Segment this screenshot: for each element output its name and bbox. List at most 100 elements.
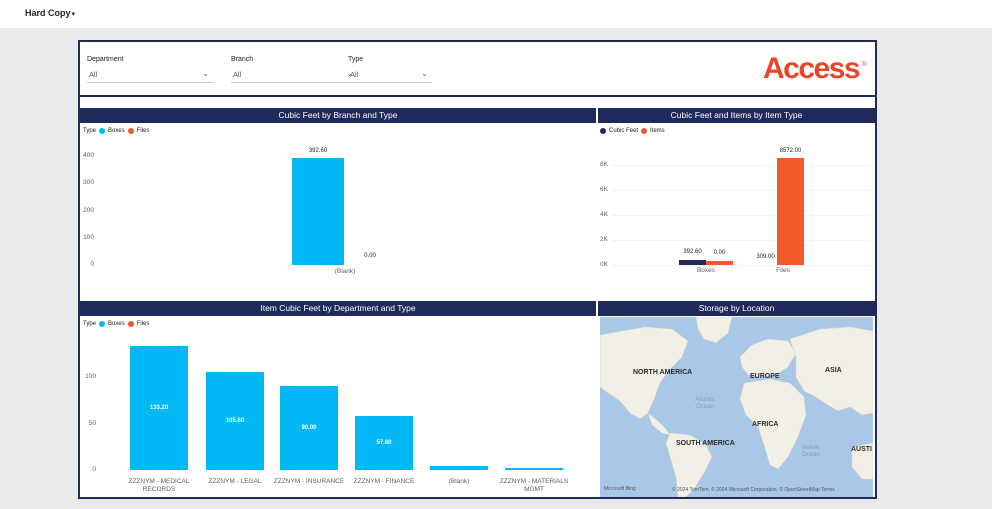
- data-label: 105.60: [225, 417, 245, 424]
- branch-dropdown[interactable]: All ⌄: [231, 68, 357, 83]
- bar-cubic-feet[interactable]: [679, 260, 706, 265]
- x-category-label: Boxes: [696, 267, 716, 274]
- branch-dropdown-value: All: [233, 70, 242, 79]
- data-label: 0.00: [364, 253, 376, 259]
- gridline: [612, 190, 870, 191]
- department-dropdown-value: All: [89, 70, 98, 79]
- y-tick-label: 200: [83, 206, 94, 214]
- bar-boxes[interactable]: [292, 158, 344, 265]
- data-label: 57.60: [376, 440, 392, 447]
- item-type-chart-title: Cubic Feet and Items by Item Type: [598, 108, 875, 123]
- data-label: 8572.00: [779, 147, 802, 154]
- dept-type-chart-title: Item Cubic Feet by Department and Type: [80, 301, 596, 316]
- files-legend-dot: [127, 128, 134, 134]
- data-label: 392.60: [683, 249, 702, 256]
- y-tick-label: 50: [88, 419, 96, 427]
- cubic-feet-legend-dot: [600, 128, 606, 134]
- branch-filter: Branch All ⌄: [231, 56, 357, 83]
- storage-map-title: Storage by Location: [598, 301, 875, 316]
- department-dropdown[interactable]: All ⌄: [87, 68, 213, 83]
- map-attribution[interactable]: © 2024 TomTom, © 2024 Microsoft Corporat…: [672, 487, 835, 493]
- data-label: 392.60: [308, 148, 328, 155]
- items-legend-dot: [641, 128, 648, 134]
- header-divider: [80, 95, 875, 97]
- data-label: 0.00: [713, 250, 726, 257]
- y-tick-label: 0: [92, 466, 96, 473]
- branch-type-legend: Type Boxes Files: [83, 128, 149, 134]
- storage-location-map[interactable]: NORTH AMERICA EUROPE ASIA AFRICA SOUTH A…: [600, 317, 873, 497]
- department-filter-label: Department: [87, 56, 124, 63]
- branch-type-chart-title: Cubic Feet by Branch and Type: [80, 108, 596, 123]
- data-label: 133.20: [149, 405, 169, 412]
- bar-boxes[interactable]: [355, 416, 413, 470]
- data-label: 90.00: [301, 425, 317, 432]
- legend-files[interactable]: Files: [136, 321, 150, 327]
- map-label-europe: EUROPE: [750, 373, 780, 380]
- access-logo: Access ®: [763, 52, 867, 84]
- map-label-north-america: NORTH AMERICA: [633, 369, 693, 376]
- y-tick-label: 100: [83, 233, 94, 241]
- x-category-label: ZZZNYM - MEDICAL RECORDS: [128, 478, 190, 493]
- page-title: Hard Copy: [25, 8, 71, 18]
- y-tick-label: 6K: [600, 186, 608, 193]
- map-label-south-america: SOUTH AMERICA: [676, 440, 735, 447]
- x-category-label: ZZZNYM - FINANCE: [353, 478, 415, 485]
- legend-title: Type: [83, 321, 97, 327]
- registered-mark: ®: [862, 61, 867, 68]
- bar-boxes[interactable]: [130, 346, 188, 470]
- world-map: [600, 317, 873, 497]
- gridline: [612, 165, 870, 166]
- gridline: [612, 215, 870, 216]
- chevron-down-icon: ⌄: [346, 69, 353, 78]
- boxes-legend-dot: [99, 128, 106, 134]
- boxes-legend-dot: [99, 321, 106, 327]
- y-tick-label: 400: [83, 152, 94, 159]
- x-category-label: (Blank): [334, 268, 356, 275]
- access-logo-text: Access: [763, 52, 860, 84]
- y-tick-label: 2K: [600, 236, 608, 243]
- dept-type-legend: Type Boxes Files: [83, 321, 149, 327]
- gridline: [612, 265, 870, 266]
- bar-boxes[interactable]: [430, 465, 488, 470]
- legend-boxes[interactable]: Boxes: [108, 128, 125, 134]
- gridline: [612, 240, 870, 241]
- legend-cubic-feet[interactable]: Cubic Feet: [609, 128, 639, 134]
- map-label-australia: AUSTI: [851, 446, 872, 453]
- y-tick-label: 300: [83, 179, 94, 187]
- bar-items[interactable]: [777, 157, 804, 265]
- type-dropdown-value: All: [350, 70, 359, 79]
- bar-items[interactable]: [706, 261, 733, 265]
- legend-items[interactable]: Items: [650, 128, 665, 134]
- x-category-label: ZZZNYM - LEGAL: [208, 478, 262, 485]
- item-type-legend: Cubic Feet Items: [600, 128, 665, 134]
- branch-filter-label: Branch: [231, 56, 254, 63]
- type-filter-label: Type: [348, 56, 364, 63]
- page-menu-button[interactable]: Hard Copy▾: [25, 8, 75, 18]
- map-label-africa: AFRICA: [752, 421, 779, 428]
- bar-boxes[interactable]: [505, 468, 563, 470]
- bar-boxes[interactable]: [280, 386, 338, 470]
- y-tick-label: 8K: [600, 161, 608, 168]
- type-filter: Type All ⌄: [348, 56, 432, 83]
- x-category-label: ZZZNYM - MATERIALS MGMT: [499, 478, 569, 493]
- files-legend-dot: [127, 321, 134, 327]
- caret-down-icon: ▾: [71, 11, 76, 18]
- bar-boxes[interactable]: [206, 371, 264, 470]
- x-category-label: ZZZNYM - INSURANCE: [273, 478, 345, 485]
- y-tick-label: 0: [90, 261, 94, 268]
- data-label: 309.00: [756, 254, 775, 260]
- x-category-label: (Blank): [448, 478, 470, 485]
- legend-title: Type: [83, 128, 97, 134]
- map-label-asia: ASIA: [825, 367, 842, 374]
- y-tick-label: 4K: [600, 211, 608, 218]
- map-label-indian: Indian Ocean: [802, 445, 820, 458]
- y-tick-label: 100: [85, 373, 96, 380]
- x-category-label: Files: [776, 267, 790, 274]
- map-label-atlantic: Atlantic Ocean: [695, 397, 715, 410]
- type-dropdown[interactable]: All ⌄: [348, 68, 432, 83]
- legend-boxes[interactable]: Boxes: [108, 321, 125, 327]
- chevron-down-icon: ⌄: [202, 69, 209, 78]
- top-bar: Hard Copy▾: [0, 0, 992, 28]
- legend-files[interactable]: Files: [136, 128, 150, 134]
- chevron-down-icon: ⌄: [421, 69, 428, 78]
